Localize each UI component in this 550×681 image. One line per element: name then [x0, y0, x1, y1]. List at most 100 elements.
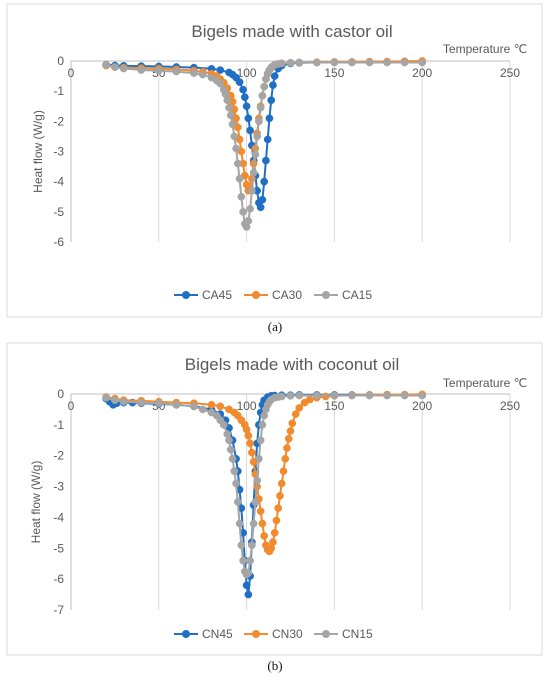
x-tick-label: 250 — [500, 66, 520, 80]
data-point — [230, 132, 239, 141]
data-point — [228, 120, 237, 129]
data-point — [226, 445, 235, 454]
data-point — [267, 96, 276, 105]
data-point — [286, 427, 295, 435]
data-point — [251, 150, 260, 159]
data-point — [383, 58, 391, 67]
legend-item-CA45: CA45 — [174, 288, 232, 302]
data-point — [258, 421, 267, 429]
data-point — [239, 207, 247, 216]
chart-title: Bigels made with castor oil — [191, 22, 392, 41]
data-point — [295, 58, 304, 67]
data-point — [235, 174, 244, 183]
data-point — [216, 66, 225, 74]
data-point — [119, 397, 128, 406]
data-point — [246, 439, 254, 448]
data-point — [418, 58, 427, 67]
legend-label: CA30 — [272, 288, 302, 302]
data-point — [255, 454, 263, 463]
data-point — [262, 156, 270, 165]
data-point — [230, 467, 239, 475]
data-point — [263, 135, 272, 144]
data-point — [365, 391, 374, 400]
legend-item-CA30: CA30 — [244, 288, 302, 302]
y-tick-label: -2 — [53, 449, 64, 463]
chart-title: Bigels made with coconut oil — [185, 355, 400, 374]
data-point — [102, 393, 110, 402]
x-axis-title: Temperature ℃ — [443, 376, 527, 390]
data-point — [248, 448, 256, 457]
data-point — [172, 400, 181, 409]
data-point — [256, 436, 265, 445]
data-point — [190, 402, 198, 411]
legend-label: CA45 — [202, 288, 232, 302]
data-point — [248, 186, 256, 195]
legend-label: CN30 — [272, 627, 303, 641]
data-point — [111, 63, 119, 71]
data-point — [277, 59, 286, 68]
data-point — [244, 114, 253, 123]
y-axis-title: Heat flow (W/g) — [31, 110, 45, 193]
chart-b: Bigels made with coconut oil050100150200… — [6, 342, 543, 656]
legend-marker — [182, 291, 190, 299]
data-point — [228, 454, 237, 463]
data-point — [291, 410, 300, 418]
data-point — [119, 64, 128, 73]
data-point — [312, 58, 321, 67]
data-point — [258, 91, 267, 100]
chart-panel-b: Bigels made with coconut oil050100150200… — [0, 340, 550, 681]
chart-a: Bigels made with castor oil0501001502002… — [6, 3, 543, 318]
data-point — [239, 85, 247, 94]
y-tick-label: -1 — [53, 418, 64, 432]
legend-marker — [252, 291, 260, 299]
y-tick-label: -4 — [53, 175, 64, 189]
x-tick-label: 150 — [324, 66, 344, 80]
data-point — [249, 168, 258, 177]
data-point — [276, 491, 284, 500]
data-point — [198, 70, 207, 79]
data-point — [237, 541, 246, 550]
y-tick-label: -4 — [53, 510, 64, 524]
data-point — [216, 79, 225, 88]
data-point — [348, 58, 356, 67]
data-point — [295, 391, 304, 400]
data-point — [240, 93, 249, 102]
data-point — [102, 60, 110, 69]
data-point — [237, 192, 246, 201]
data-point — [111, 396, 119, 405]
data-point — [226, 111, 235, 120]
data-point — [246, 204, 254, 213]
data-point — [400, 58, 409, 67]
legend-item-CA15: CA15 — [314, 288, 372, 302]
data-point — [198, 405, 207, 414]
data-point — [288, 419, 297, 428]
data-point — [244, 590, 253, 599]
x-tick-label: 100 — [237, 399, 257, 413]
data-point — [253, 132, 261, 141]
x-tick-label: 0 — [68, 399, 75, 413]
data-point — [286, 392, 295, 400]
data-point — [270, 72, 279, 80]
data-point — [225, 103, 233, 112]
legend-item-CN30: CN30 — [244, 627, 303, 641]
legend-item-CN15: CN15 — [314, 627, 373, 641]
x-tick-label: 0 — [68, 66, 75, 80]
data-point — [242, 581, 251, 590]
legend-marker — [252, 630, 260, 638]
data-point — [253, 476, 261, 485]
y-tick-label: 0 — [57, 387, 64, 401]
data-point — [233, 159, 242, 168]
data-point — [207, 400, 216, 409]
data-point — [154, 399, 163, 408]
chart-frame — [6, 3, 543, 318]
panel-label-a: (a) — [267, 319, 283, 334]
y-tick-label: -3 — [53, 480, 64, 494]
panel-label-b: (b) — [267, 658, 283, 673]
data-point — [235, 519, 244, 528]
data-point — [137, 398, 146, 407]
data-point — [279, 467, 288, 475]
legend-label: CN15 — [342, 627, 373, 641]
y-tick-label: 0 — [57, 54, 64, 68]
x-tick-label: 250 — [500, 399, 520, 413]
data-point — [225, 436, 233, 445]
